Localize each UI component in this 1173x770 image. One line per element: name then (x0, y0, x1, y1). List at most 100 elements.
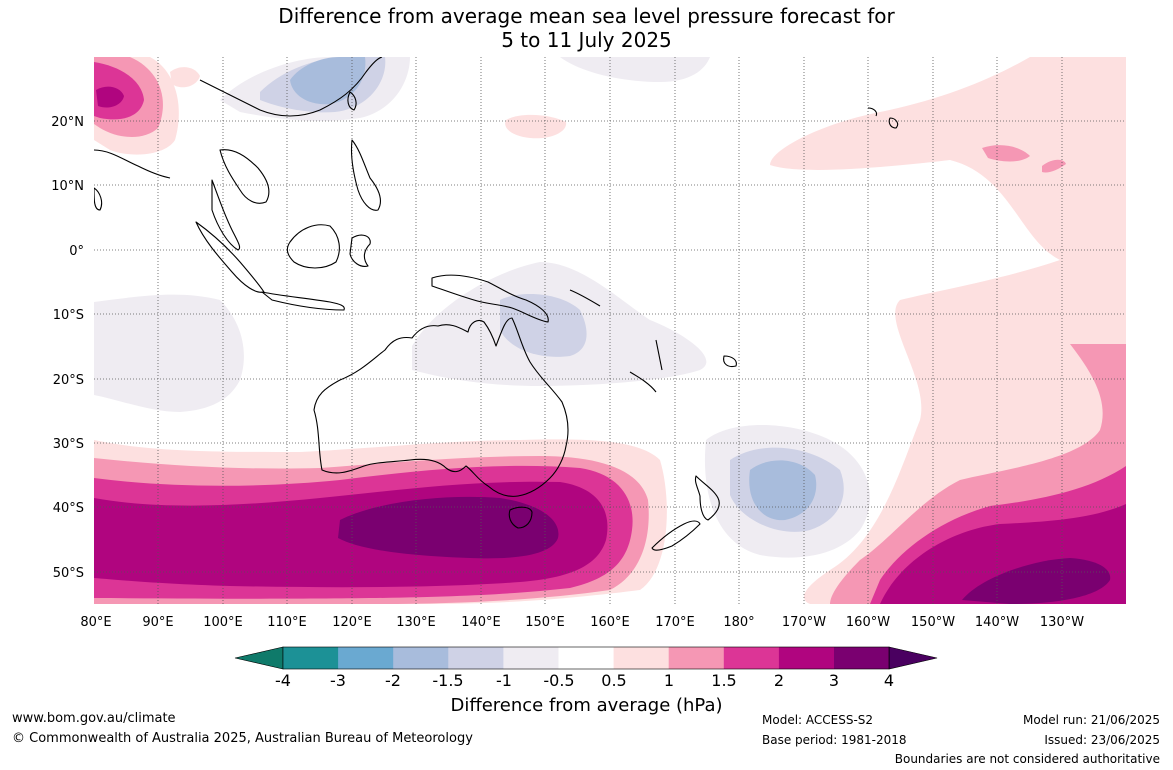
hawaii-coastline (867, 107, 899, 129)
colorbar-cell (338, 647, 394, 669)
sri-lanka-coastline (94, 187, 103, 211)
lon-label-160w: 160°W (846, 615, 890, 630)
colorbar-tick: -4 (275, 671, 291, 690)
anomaly-region-2-india (96, 86, 124, 108)
lon-label-100e: 100°E (203, 615, 243, 630)
model-text: Model: ACCESS-S2 (762, 713, 874, 727)
title-line-2: 5 to 11 July 2025 (501, 28, 672, 52)
colorbar-cell (613, 647, 670, 669)
vanuatu-coastline (655, 339, 663, 371)
copyright-text: © Commonwealth of Australia 2025, Austra… (12, 731, 473, 746)
graticule (94, 57, 1126, 604)
lon-label-150w: 150°W (911, 615, 955, 630)
colorbar-extend-high (888, 646, 938, 670)
anomaly-region-minus-0.5-north (560, 57, 710, 82)
new-guinea-coastline (431, 274, 549, 323)
lon-label-140e: 140°E (461, 615, 501, 630)
website-text: www.bom.gov.au/climate (12, 711, 176, 726)
indochina-coastline (219, 149, 270, 204)
java-coastline (261, 291, 345, 311)
anomaly-shading (94, 57, 1126, 604)
coastlines (94, 57, 899, 551)
model-run-text: Model run: 21/06/2025 (1022, 713, 1160, 727)
lon-label-90e: 90°E (142, 615, 173, 630)
colorbar-cell (448, 647, 504, 669)
lat-label-10n: 10°N (51, 179, 84, 194)
india-coastline (94, 149, 171, 179)
lat-label-20s: 20°S (53, 373, 84, 388)
colorbar-title: Difference from average (hPa) (450, 695, 723, 716)
anomaly-region-0.5-north-east (170, 67, 200, 88)
lon-label-120e: 120°E (332, 615, 372, 630)
colorbar-tick: -3 (330, 671, 346, 690)
colorbar-cell (668, 647, 725, 669)
lat-label-40s: 40°S (53, 501, 84, 516)
colorbar-tick: -2 (385, 671, 401, 690)
anomaly-region-minus-1.5-china (290, 57, 366, 105)
sulawesi-coastline (349, 234, 371, 267)
lon-label-130w: 130°W (1040, 615, 1084, 630)
colorbar-cell (778, 647, 835, 669)
anomaly-region-1-north-pacific (982, 145, 1066, 173)
colorbar-tick: 1 (664, 671, 674, 690)
title-line-1: Difference from average mean sea level p… (278, 4, 895, 28)
colorbar-extend-low (234, 646, 284, 670)
colorbar-cells (234, 646, 938, 670)
disclaimer-text: Boundaries are not considered authoritat… (894, 752, 1160, 766)
new-zealand-south-coastline (651, 520, 701, 551)
colorbar-cell (558, 647, 615, 669)
colorbar-cell (283, 647, 339, 669)
lat-label-0: 0° (69, 244, 84, 259)
new-caledonia-coastline (629, 371, 657, 393)
lon-label-170w: 170°W (782, 615, 826, 630)
anomaly-region-minus-1.5-tasman (749, 460, 817, 521)
lon-label-140w: 140°W (975, 615, 1019, 630)
latitude-axis: 20°N 10°N 0° 10°S 20°S 30°S 40°S 50°S (51, 115, 84, 581)
lon-label-130e: 130°E (396, 615, 436, 630)
colorbar-tick: 1.5 (711, 671, 736, 690)
anomaly-region-minus-0.5-indian-ocean (94, 294, 244, 412)
colorbar-outline (282, 646, 890, 670)
anomaly-region-3-south (338, 496, 559, 559)
lon-label-160e: 160°E (590, 615, 630, 630)
solomon-islands-coastline (569, 289, 601, 307)
colorbar-tick: 2 (774, 671, 784, 690)
lon-label-170e: 170°E (655, 615, 695, 630)
colorbar-tick: 0.5 (601, 671, 626, 690)
longitude-axis: 80°E 90°E 100°E 110°E 120°E 130°E 140°E … (80, 615, 1084, 630)
anomaly-region-3-east (962, 558, 1111, 604)
malay-peninsula-coastline (211, 179, 241, 251)
lon-label-80e: 80°E (80, 615, 111, 630)
south-china-coastline (199, 57, 383, 117)
lat-label-50s: 50°S (53, 566, 84, 581)
lat-label-10s: 10°S (53, 308, 84, 323)
taiwan-coastline (347, 91, 357, 111)
fiji-coastline (723, 355, 737, 368)
anomaly-region-minus-1-coral-sea (500, 294, 587, 357)
tasmania-coastline (508, 506, 533, 529)
colorbar-cell (393, 647, 449, 669)
australia-coastline (313, 317, 569, 497)
lat-label-20n: 20°N (51, 115, 84, 130)
colorbar-ticks: -4 -3 -2 -1.5 -1 -0.5 0.5 1 1.5 2 3 4 (275, 671, 894, 690)
map-title: Difference from average mean sea level p… (0, 4, 1173, 52)
lon-label-180: 180° (723, 615, 754, 630)
colorbar-cell (834, 647, 890, 669)
colorbar-tick: 3 (829, 671, 839, 690)
lat-label-30s: 30°S (53, 437, 84, 452)
colorbar: -4 -3 -2 -1.5 -1 -0.5 0.5 1 1.5 2 3 4 (234, 646, 938, 690)
issued-text: Issued: 23/06/2025 (1044, 733, 1160, 747)
colorbar-tick: 4 (884, 671, 894, 690)
colorbar-tick: -1 (496, 671, 512, 690)
new-zealand-north-coastline (694, 475, 720, 521)
lon-label-110e: 110°E (267, 615, 307, 630)
colorbar-tick: -0.5 (543, 671, 574, 690)
colorbar-tick: -1.5 (432, 671, 463, 690)
colorbar-cell (503, 647, 559, 669)
philippines-coastline (350, 139, 381, 211)
borneo-coastline (286, 224, 340, 269)
lon-label-150e: 150°E (525, 615, 565, 630)
base-period-text: Base period: 1981-2018 (762, 733, 907, 747)
colorbar-cell (723, 647, 780, 669)
